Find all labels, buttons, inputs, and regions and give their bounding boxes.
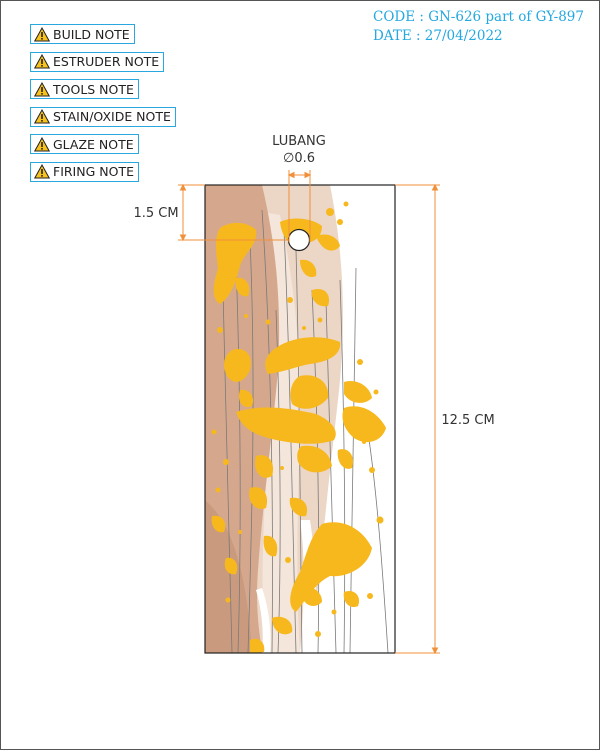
hole-diameter-value: ∅0.6 xyxy=(283,151,315,166)
code-block: CODE : GN-626 part of GY-897 DATE : 27/0… xyxy=(373,8,584,46)
note-label: FIRING NOTE xyxy=(53,164,134,179)
stain-oxide-note-button[interactable]: STAIN/OXIDE NOTE xyxy=(30,106,176,127)
note-label: TOOLS NOTE xyxy=(53,81,134,97)
tile-outline xyxy=(204,184,396,654)
height-dimension xyxy=(395,183,440,655)
warning-icon xyxy=(34,136,50,151)
warning-icon xyxy=(34,26,50,41)
warning-icon xyxy=(34,164,50,179)
firing-note-button[interactable]: FIRING NOTE xyxy=(30,161,139,182)
note-label: ESTRUDER NOTE xyxy=(53,54,160,69)
warning-icon xyxy=(34,109,50,124)
note-list: BUILD NOTE ESTRUDER NOTE TOOLS NOTE STAI… xyxy=(30,24,176,189)
stain-dark-area xyxy=(205,500,252,653)
top-offset-dimension xyxy=(178,183,289,242)
white-streak xyxy=(256,588,271,653)
estruder-note-button[interactable]: ESTRUDER NOTE xyxy=(30,51,165,72)
note-label: GLAZE NOTE xyxy=(53,136,134,152)
hole-diameter-dimension xyxy=(287,170,312,242)
hole-label: LUBANG xyxy=(272,134,326,149)
note-label: STAIN/OXIDE NOTE xyxy=(53,109,171,124)
product-date: DATE : 27/04/2022 xyxy=(372,28,503,44)
top-offset-label: 1.5 CM xyxy=(133,206,178,221)
tile-artwork xyxy=(205,185,395,653)
product-code: CODE : GN-626 part of GY-897 xyxy=(372,9,584,25)
hanging-hole xyxy=(287,228,311,252)
note-label: BUILD NOTE xyxy=(53,26,130,42)
tools-note-button[interactable]: TOOLS NOTE xyxy=(30,79,139,99)
build-note-button[interactable]: BUILD NOTE xyxy=(30,24,135,44)
glaze-note-button[interactable]: GLAZE NOTE xyxy=(30,134,139,154)
warning-icon xyxy=(34,54,50,69)
warning-icon xyxy=(34,81,50,96)
height-label: 12.5 CM xyxy=(441,413,494,428)
